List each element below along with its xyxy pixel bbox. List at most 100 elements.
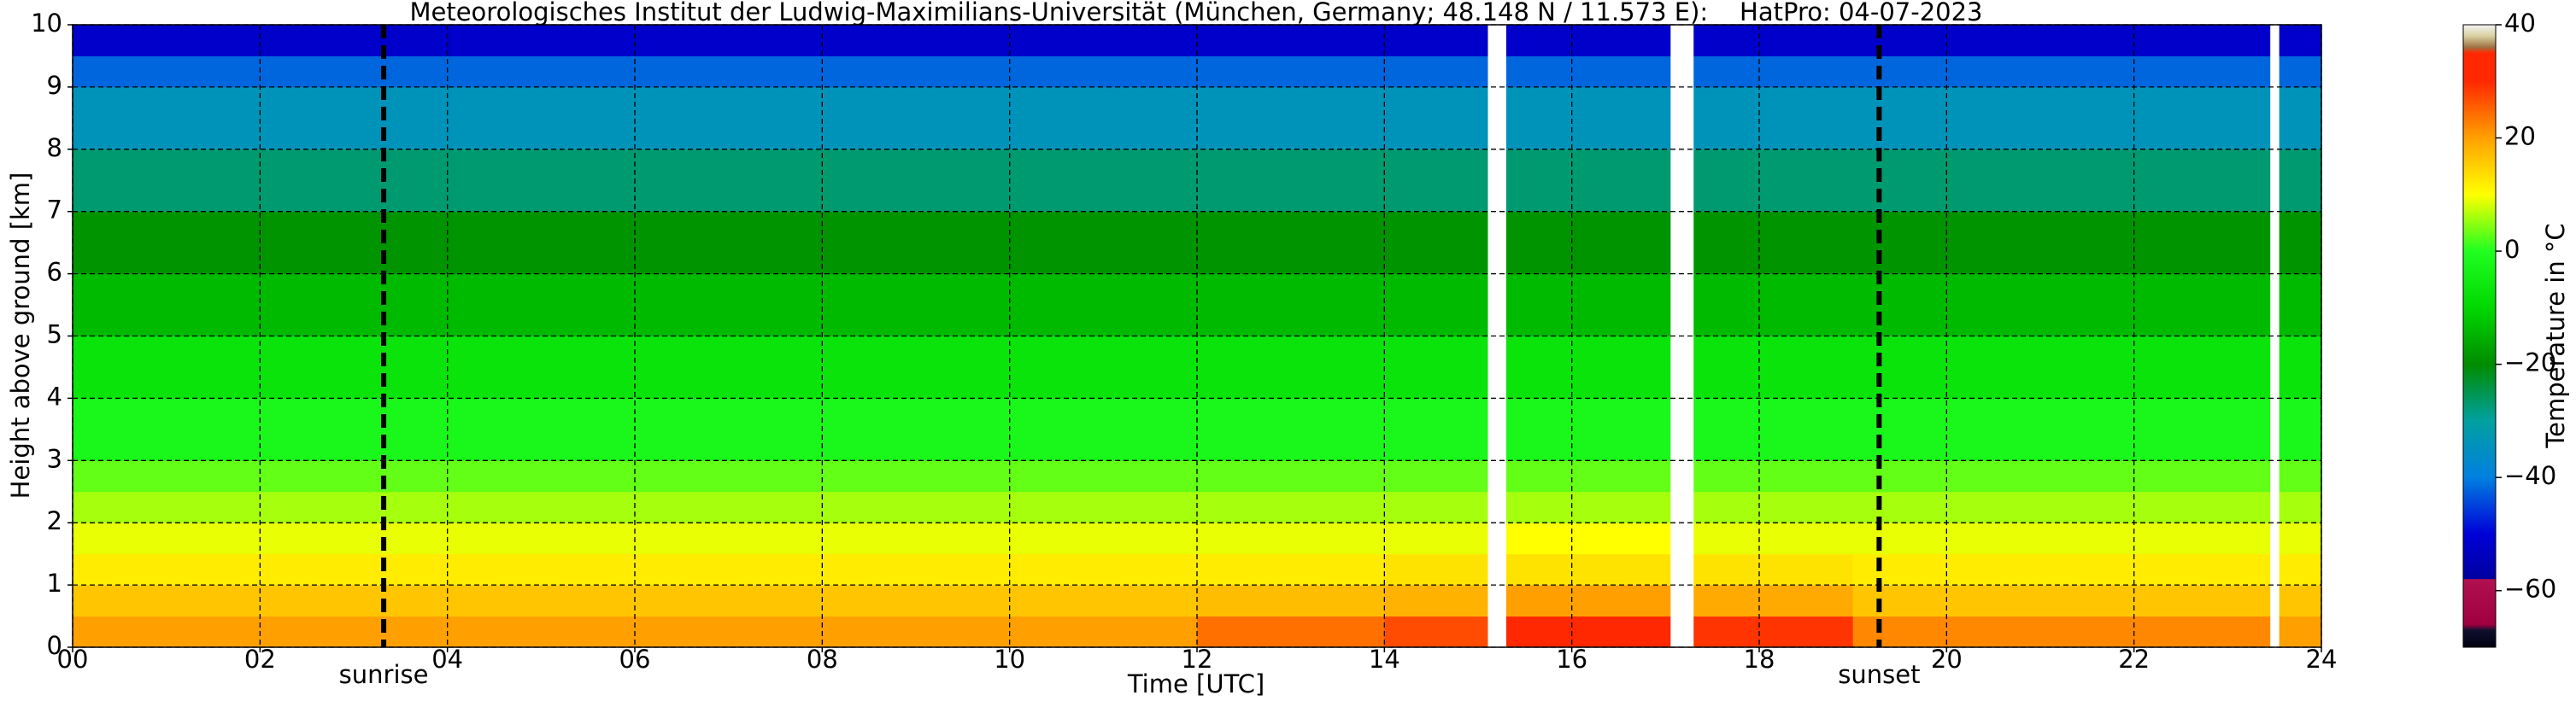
colorbar-tick-label: 40 xyxy=(2504,9,2536,38)
heat-cell xyxy=(1505,149,1671,213)
x-tick-label: 12 xyxy=(1182,645,1213,674)
colorbar xyxy=(2462,24,2497,648)
heat-cell xyxy=(2279,273,2322,336)
heat-cell xyxy=(1505,616,1671,648)
heat-cell xyxy=(1852,398,2271,461)
heat-cell xyxy=(1505,25,1671,56)
heat-cell xyxy=(1505,211,1671,275)
heat-cell xyxy=(1197,86,1385,150)
x-tick-label: 00 xyxy=(57,645,89,674)
y-tick-label: 10 xyxy=(31,9,62,38)
heat-cell xyxy=(1852,86,2271,150)
heat-cell xyxy=(2279,336,2322,399)
heat-cell xyxy=(2279,460,2322,493)
heat-cell xyxy=(1384,149,1488,213)
colorbar-tick-label: −20 xyxy=(2504,348,2556,377)
x-tick-label: 18 xyxy=(1744,645,1775,674)
x-tick-label: 24 xyxy=(2306,645,2338,674)
heat-cell xyxy=(1852,523,2271,555)
heat-cell xyxy=(1197,616,1385,648)
heat-cell xyxy=(1852,56,2271,88)
y-tick-label: 9 xyxy=(47,71,62,100)
heat-cell xyxy=(1384,491,1488,523)
heat-cell xyxy=(1505,56,1671,88)
heat-cell xyxy=(2279,523,2322,555)
y-tick-label: 8 xyxy=(47,133,62,162)
heat-cell xyxy=(1384,523,1488,555)
heat-cell xyxy=(1505,585,1671,617)
heat-cell xyxy=(1505,86,1671,150)
heat-cell xyxy=(1852,585,2271,617)
event-label: sunset xyxy=(1838,660,1920,689)
heat-cell xyxy=(1505,273,1671,336)
heat-cell xyxy=(1384,553,1488,586)
heat-cell xyxy=(2279,616,2322,648)
y-tick-label: 4 xyxy=(47,382,62,411)
heat-cell xyxy=(1852,460,2271,493)
heat-cell xyxy=(2279,149,2322,213)
heat-cell xyxy=(1693,523,1854,555)
heat-cell xyxy=(1384,336,1488,399)
heat-cell xyxy=(1693,25,1854,56)
heat-cell xyxy=(1693,553,1854,586)
heat-cell xyxy=(1852,553,2271,586)
heat-cell xyxy=(1197,491,1385,523)
heat-cell xyxy=(1693,211,1854,275)
colorbar-tick-label: −40 xyxy=(2504,461,2556,490)
heat-cell xyxy=(1505,336,1671,399)
heat-cell xyxy=(1693,149,1854,213)
heat-cell xyxy=(1852,149,2271,213)
heat-cell xyxy=(1852,211,2271,275)
heat-cell xyxy=(2279,553,2322,586)
heat-cell xyxy=(1852,616,2271,648)
y-tick-label: 3 xyxy=(47,444,62,473)
y-tick-label: 7 xyxy=(47,196,62,225)
heat-cell xyxy=(1197,273,1385,336)
colorbar-tick-label: −60 xyxy=(2504,575,2556,604)
y-tick-label: 6 xyxy=(47,258,62,287)
heat-cell xyxy=(2279,211,2322,275)
heat-cell xyxy=(1505,460,1671,493)
heat-cell xyxy=(1693,585,1854,617)
heat-cell xyxy=(2279,25,2322,56)
heat-cell xyxy=(1197,336,1385,399)
heat-cell xyxy=(1197,56,1385,88)
heat-cell xyxy=(2279,398,2322,461)
x-tick-label: 08 xyxy=(807,645,838,674)
heat-cell xyxy=(1384,616,1488,648)
heat-cell xyxy=(1384,25,1488,56)
x-tick-label: 20 xyxy=(1931,645,1963,674)
heat-cell xyxy=(1693,616,1854,648)
x-tick-label: 02 xyxy=(244,645,276,674)
heat-cell xyxy=(1384,86,1488,150)
heat-cell xyxy=(1693,273,1854,336)
heat-cell xyxy=(1384,585,1488,617)
y-tick-label: 1 xyxy=(47,569,62,598)
heat-cell xyxy=(1384,460,1488,493)
x-tick-label: 22 xyxy=(2118,645,2150,674)
y-axis-label: Height above ground [km] xyxy=(6,172,35,500)
heat-cell xyxy=(1197,211,1385,275)
heat-cell xyxy=(1197,553,1385,586)
heat-cell xyxy=(1505,523,1671,555)
x-tick-label: 16 xyxy=(1556,645,1587,674)
colorbar-tick-label: 20 xyxy=(2504,122,2536,151)
heat-cell xyxy=(1505,398,1671,461)
plot-frame xyxy=(72,24,2322,648)
heat-cell xyxy=(1693,336,1854,399)
heat-cell xyxy=(1852,491,2271,523)
x-tick-label: 10 xyxy=(994,645,1025,674)
heat-cell xyxy=(1693,56,1854,88)
heat-cell xyxy=(1197,25,1385,56)
heat-cell xyxy=(2279,491,2322,523)
chart-title: Meteorologisches Institut der Ludwig-Max… xyxy=(409,0,1982,26)
heat-cell xyxy=(1693,460,1854,493)
colorbar-tick-label: 0 xyxy=(2504,235,2520,264)
heat-cell xyxy=(1197,149,1385,213)
heat-cell xyxy=(1197,523,1385,555)
y-tick-label: 2 xyxy=(47,506,62,535)
heat-cell xyxy=(1384,56,1488,88)
x-tick-label: 14 xyxy=(1369,645,1400,674)
x-axis-label: Time [UTC] xyxy=(1127,669,1265,698)
